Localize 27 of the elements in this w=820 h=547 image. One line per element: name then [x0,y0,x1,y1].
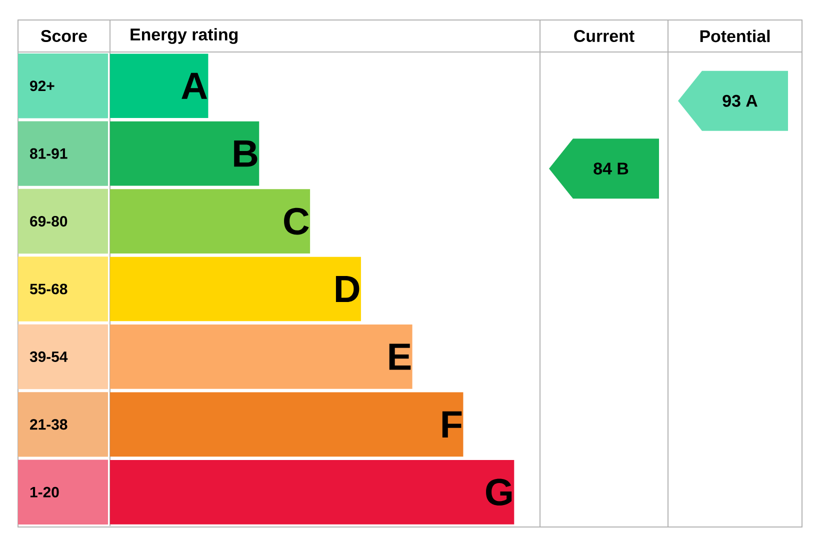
y-tick-label: G [486,478,512,506]
bar [110,54,208,118]
text: Potential [700,30,770,42]
text: 69-80 [30,216,68,227]
y-tick-label: C [284,208,309,235]
text: Score [40,30,87,42]
text: 55-68 [30,284,68,294]
bar [110,392,464,457]
bar [110,189,310,254]
y-tick-label: A [182,72,208,99]
y-tick-label: B [234,140,258,167]
y-tick-label: F [442,411,462,438]
text: 1-20 [30,486,59,498]
bar [110,460,514,524]
text: Current [574,30,634,42]
text: 39-54 [30,351,68,362]
y-tick-label: D [336,276,360,302]
bar [110,121,260,186]
text: 21-38 [30,419,68,430]
text: 84 B [594,162,628,175]
chart-title: Energy rating [130,28,238,44]
bar [110,256,361,322]
text: 93 A [722,94,758,107]
text: 81-91 [30,148,68,159]
text: 92+ [30,80,54,92]
y-tick-label: E [389,344,411,370]
bar [110,324,412,389]
